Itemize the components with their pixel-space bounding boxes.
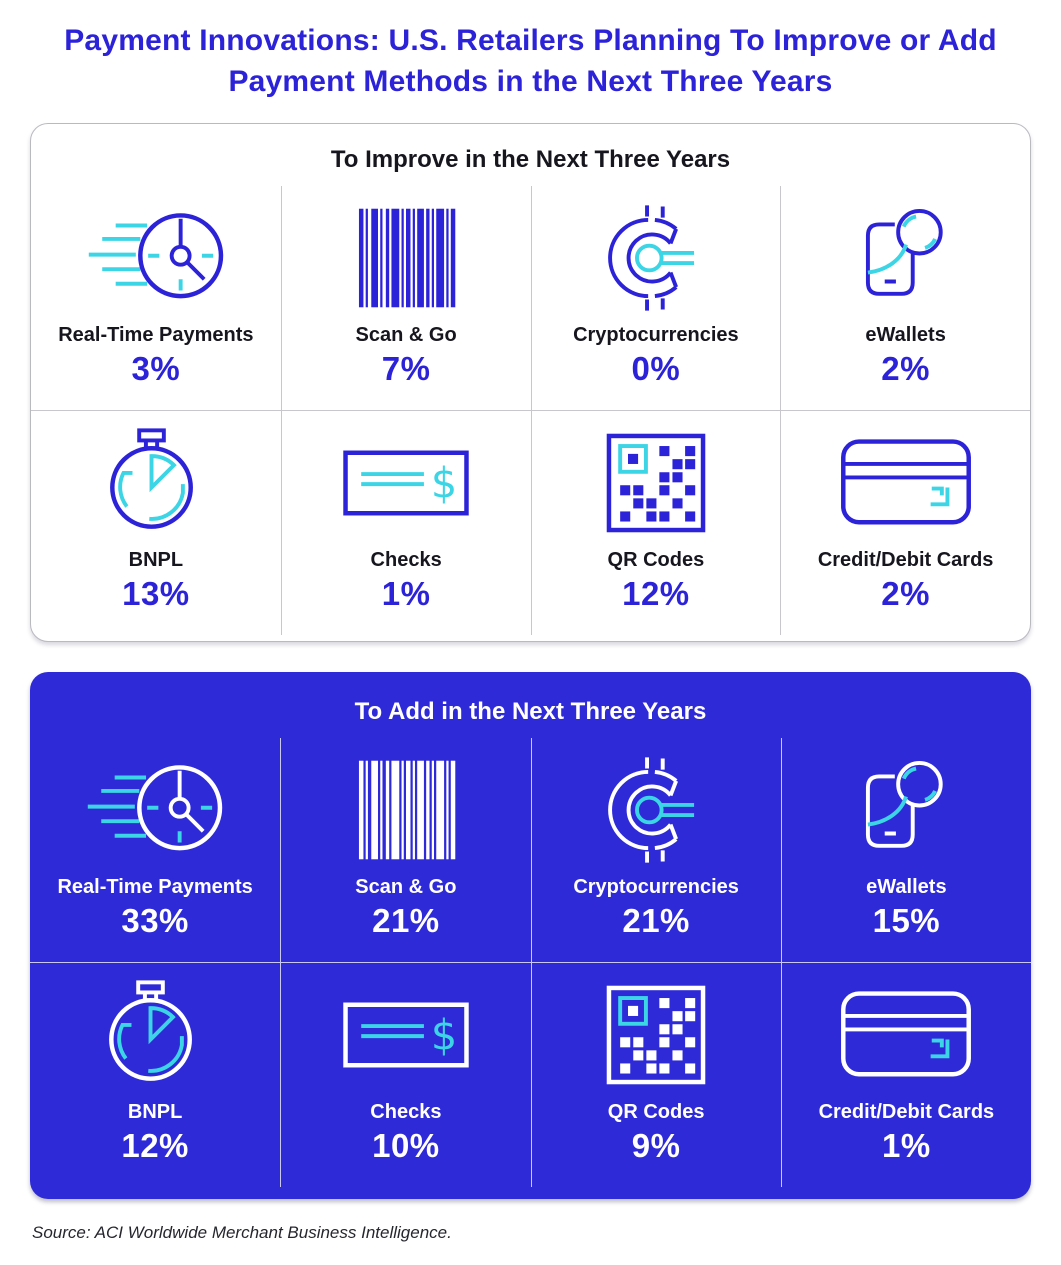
method-label: eWallets <box>866 875 947 898</box>
stopwatch-icon <box>76 973 234 1097</box>
crypto-coin-icon <box>577 196 735 320</box>
method-value: 12% <box>121 1126 189 1164</box>
cell-add-checks: Checks 10% <box>280 961 531 1187</box>
method-label: QR Codes <box>607 1100 705 1123</box>
method-label: Checks <box>370 1100 442 1123</box>
method-label: Checks <box>370 548 442 571</box>
method-label: QR Codes <box>607 548 705 571</box>
method-label: Scan & Go <box>355 875 457 898</box>
method-label: Real-Time Payments <box>57 875 253 898</box>
method-value: 7% <box>381 349 431 387</box>
page-title: Payment Innovations: U.S. Retailers Plan… <box>64 24 997 99</box>
method-label: Cryptocurrencies <box>573 323 739 346</box>
cell-add-real-time-payments: Real-Time Payments 33% <box>30 738 280 962</box>
method-value: 21% <box>372 901 440 939</box>
panel-add: To Add in the Next Three Years Real-Time… <box>30 671 1031 1199</box>
real-time-payments-icon <box>76 748 234 872</box>
method-value: 9% <box>631 1126 681 1164</box>
method-label: BNPL <box>128 548 184 571</box>
panel-improve-grid: Real-Time Payments 3% Scan & Go 7% Crypt… <box>31 185 1030 635</box>
method-label: Real-Time Payments <box>58 323 254 346</box>
qr-code-icon <box>577 421 735 545</box>
method-value: 21% <box>622 901 690 939</box>
barcode-icon <box>327 196 485 320</box>
cell-improve-scan-and-go: Scan & Go 7% <box>280 185 531 410</box>
real-time-payments-icon <box>77 196 235 320</box>
panel-add-title: To Add in the Next Three Years <box>354 697 707 725</box>
cell-add-ewallets: eWallets 15% <box>780 737 1031 962</box>
stopwatch-icon <box>77 421 235 545</box>
method-value: 10% <box>372 1126 440 1164</box>
method-value: 0% <box>631 349 681 387</box>
cell-improve-credit-debit-cards: Credit/Debit Cards 2% <box>780 409 1030 635</box>
crypto-coin-icon <box>577 748 735 872</box>
panel-improve: To Improve in the Next Three Years Real-… <box>30 122 1031 642</box>
panel-add-grid: Real-Time Payments 33% Scan & Go 21% Cry… <box>30 737 1031 1187</box>
method-value: 33% <box>121 901 189 939</box>
method-value: 12% <box>622 574 690 612</box>
cell-improve-qr-codes: QR Codes 12% <box>530 409 781 635</box>
method-label: Credit/Debit Cards <box>817 548 994 571</box>
cell-improve-real-time-payments: Real-Time Payments 3% <box>31 186 281 410</box>
method-value: 13% <box>122 574 190 612</box>
cell-improve-cryptocurrencies: Cryptocurrencies 0% <box>530 185 781 410</box>
panel-improve-title: To Improve in the Next Three Years <box>330 145 731 173</box>
method-value: 2% <box>881 574 930 612</box>
cell-add-scan-and-go: Scan & Go 21% <box>280 737 530 962</box>
method-label: eWallets <box>865 323 946 346</box>
cell-add-qr-codes: QR Codes 9% <box>530 961 781 1187</box>
cell-improve-ewallets: eWallets 2% <box>780 185 1030 410</box>
method-label: Credit/Debit Cards <box>818 1100 995 1123</box>
ewallet-phone-icon <box>827 196 985 320</box>
qr-code-icon <box>577 973 735 1097</box>
source-note: Source: ACI Worldwide Merchant Business … <box>32 1222 452 1242</box>
ewallet-phone-icon <box>827 748 985 872</box>
credit-card-icon <box>827 973 985 1097</box>
method-value: 15% <box>872 901 941 939</box>
cell-improve-checks: Checks 1% <box>280 409 531 635</box>
method-label: Cryptocurrencies <box>573 875 739 898</box>
method-value: 1% <box>882 1126 931 1164</box>
cell-add-cryptocurrencies: Cryptocurrencies 21% <box>530 737 781 962</box>
cell-improve-bnpl: BNPL 13% <box>31 409 281 635</box>
method-value: 1% <box>381 574 431 612</box>
method-label: BNPL <box>127 1100 183 1123</box>
check-dollar-icon <box>327 421 485 545</box>
method-value: 3% <box>131 349 181 387</box>
credit-card-icon <box>827 421 985 545</box>
cell-add-bnpl: BNPL 12% <box>30 961 281 1187</box>
method-label: Scan & Go <box>355 323 457 346</box>
method-value: 2% <box>881 349 930 387</box>
check-dollar-icon <box>327 973 485 1097</box>
barcode-icon <box>327 748 485 872</box>
cell-add-credit-debit-cards: Credit/Debit Cards 1% <box>780 961 1031 1187</box>
